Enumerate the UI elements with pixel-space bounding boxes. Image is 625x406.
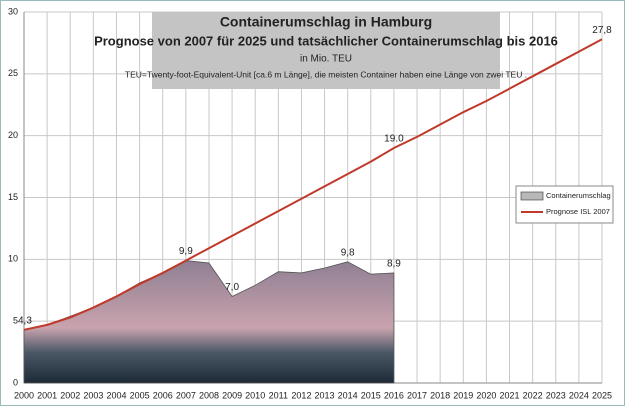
title: Containerumschlag in Hamburg (220, 14, 432, 30)
data-label: 8,9 (387, 259, 401, 270)
title-box (152, 12, 500, 89)
y-tick-label: 10 (8, 254, 18, 264)
x-tick-label: 2009 (222, 390, 242, 400)
x-tick-label: 2002 (60, 390, 80, 400)
x-tick-label: 2022 (523, 390, 543, 400)
x-tick-label: 2023 (546, 390, 566, 400)
x-tick-label: 2024 (569, 390, 589, 400)
x-tick-label: 2025 (592, 390, 612, 400)
y-tick-label: 15 (8, 192, 18, 202)
x-tick-label: 2015 (361, 390, 381, 400)
data-label: 27,8 (592, 25, 612, 36)
line (23, 38, 603, 331)
x-tick-label: 2013 (315, 390, 335, 400)
y-tick-label: 20 (8, 130, 18, 140)
data-label: 4,3 (18, 315, 32, 326)
y-tick-label: 5 (13, 316, 18, 326)
subtitle: Prognose von 2007 für 2025 und tatsächli… (94, 33, 558, 48)
legend-swatch (520, 191, 544, 201)
unit-note: in Mio. TEU (300, 54, 352, 65)
x-tick-label: 2014 (338, 390, 358, 400)
x-tick-label: 2005 (130, 390, 150, 400)
x-tick-label: 2004 (106, 390, 126, 400)
x-tick-label: 2001 (37, 390, 57, 400)
x-tick-label: 2012 (291, 390, 311, 400)
x-tick-label: 2010 (245, 390, 265, 400)
x-tick-label: 2020 (476, 390, 496, 400)
x-tick-label: 2006 (153, 390, 173, 400)
x-tick-label: 2007 (176, 390, 196, 400)
legend-label: Containerumschlag (546, 191, 611, 200)
y-tick-label: 25 (8, 68, 18, 78)
x-tick-label: 2008 (199, 390, 219, 400)
y-tick-label: 30 (8, 6, 18, 16)
x-tick-label: 2016 (384, 390, 404, 400)
x-tick-label: 2000 (14, 390, 34, 400)
data-label: 19.0 (384, 134, 404, 145)
x-tick-label: 2019 (453, 390, 473, 400)
x-tick-label: 2021 (500, 390, 520, 400)
x-tick-label: 2018 (430, 390, 450, 400)
teu-note: TEU=Twenty-foot-Equivalent-Unit [ca.6 m … (125, 69, 527, 79)
x-tick-label: 2017 (407, 390, 427, 400)
legend-label: Prognose ISL 2007 (546, 207, 610, 216)
y-tick-label: 0 (13, 377, 18, 387)
x-tick-label: 2003 (83, 390, 103, 400)
data-label: 9,9 (179, 246, 193, 257)
data-label: 9,8 (341, 247, 355, 258)
data-label: 7,0 (225, 282, 239, 293)
x-tick-label: 2011 (269, 390, 288, 400)
